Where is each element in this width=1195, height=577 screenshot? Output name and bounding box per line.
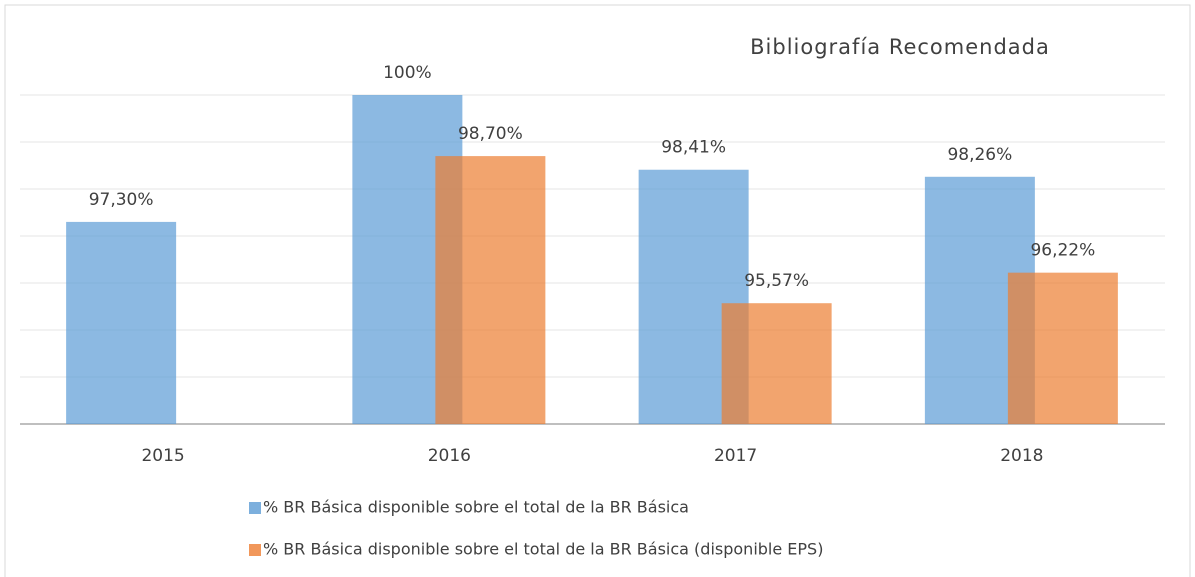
data-label: 100%	[383, 63, 432, 83]
legend-label: % BR Básica disponible sobre el total de…	[263, 498, 689, 517]
x-tick-label: 2017	[714, 446, 757, 466]
data-label: 98,41%	[661, 138, 726, 158]
x-tick-label: 2018	[1000, 446, 1043, 466]
x-tick-label: 2015	[141, 446, 184, 466]
bar	[721, 303, 832, 424]
data-label: 95,57%	[744, 271, 809, 291]
legend-label: % BR Básica disponible sobre el total de…	[263, 540, 823, 559]
bar	[435, 156, 546, 424]
chart-title: Bibliografía Recomendada	[750, 35, 1050, 59]
legend-swatch	[249, 502, 261, 514]
bar	[1007, 272, 1118, 424]
data-label: 98,26%	[947, 145, 1012, 165]
data-label: 96,22%	[1030, 241, 1095, 261]
data-label: 97,30%	[89, 190, 154, 210]
legend-swatch	[249, 544, 261, 556]
bar	[66, 221, 177, 424]
chart-frame	[4, 4, 1191, 577]
x-tick-label: 2016	[428, 446, 471, 466]
data-label: 98,70%	[458, 124, 523, 144]
